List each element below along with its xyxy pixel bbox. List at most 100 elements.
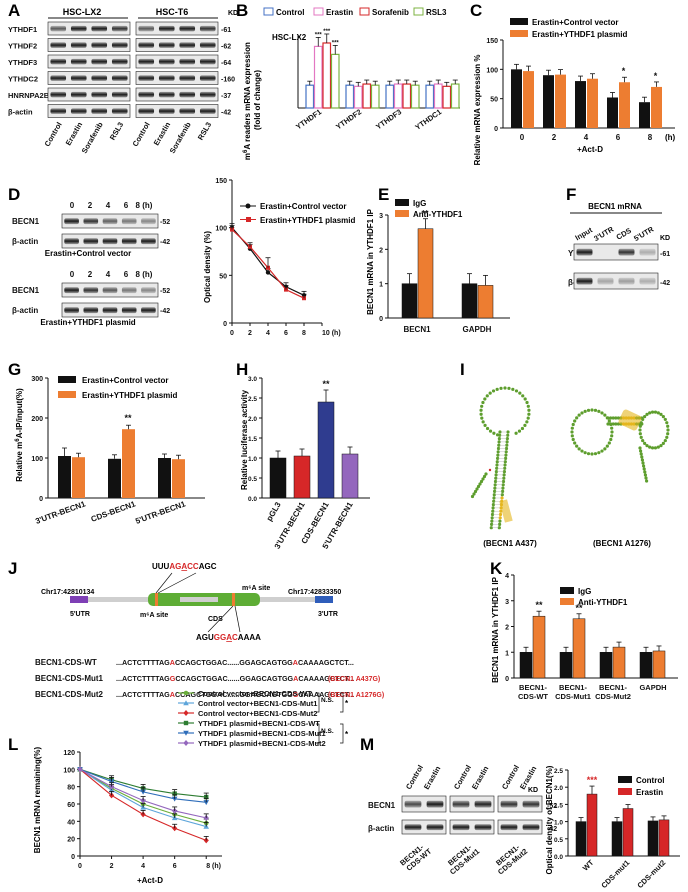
panel-letter-b: B bbox=[236, 1, 248, 20]
chart-l-ylabel: BECN1 mRNA remaining(%) bbox=[33, 746, 42, 853]
blot-a-t6-row1-band-2 bbox=[158, 25, 175, 32]
panel-j: Chr17:42810134 Chr17:42833350 UUUAGACCAG… bbox=[35, 562, 384, 699]
rna1-stem-left-nt-9 bbox=[495, 460, 499, 464]
chart-l-plot: 0 20 40 60 80 100 120 0 2 4 6 8 (h) bbox=[63, 750, 221, 870]
sig-erastin: *** bbox=[315, 32, 323, 38]
chart-d-xtick-label-5: 10 (h) bbox=[322, 330, 341, 337]
blot-m-actin-g3-band-2 bbox=[522, 824, 540, 831]
row-label-actin-2: β-actin bbox=[12, 306, 38, 315]
rna1-loop-nt-1 bbox=[492, 431, 496, 435]
bar-g-3-utr-becn1-erastin-ythdf1-plasmid bbox=[72, 457, 85, 498]
chart-e-ytick-label-1: 1 bbox=[379, 282, 383, 289]
seq-part-1-4: CAAAAGCTCT... bbox=[298, 658, 354, 667]
blot-m-actin-g2-band-1 bbox=[452, 824, 470, 831]
xtick-label-ythdf2: YTHDF2 bbox=[334, 107, 363, 131]
bar-ythdf3-rsl3 bbox=[410, 84, 420, 109]
blot-a-t6-row2-band-4 bbox=[199, 42, 216, 48]
chart-k-ylabel: BECN1 mRNA in YTHDF1 IP bbox=[491, 576, 500, 682]
chart-m-ytick-label-1-5: 1.5 bbox=[554, 802, 563, 809]
rna2-loop-a-nt-6 bbox=[600, 449, 604, 453]
blot-a: YTHDF1 -61 YTHDF2 -62 YTHDF3 -64 YTHDC2 -160 HNR… bbox=[8, 17, 235, 155]
sig-6h: * bbox=[622, 66, 626, 76]
time-label-1-4: 4 bbox=[106, 201, 111, 210]
rna2-loop-b-nt-26 bbox=[661, 415, 665, 419]
rna1-side-nt-5 bbox=[476, 484, 481, 489]
bar-g-cds-becn1-erastin-ythdf1-plasmid bbox=[122, 429, 135, 498]
group-label-lx2: HSC-LX2 bbox=[63, 7, 102, 17]
chart-l-xtick-label-0: 0 bbox=[78, 863, 82, 870]
xtick-label-g-cds-becn1: CDS-BECN1 bbox=[90, 499, 137, 524]
blot-d1-actin-band-4 bbox=[121, 238, 137, 245]
chart-h-ytick-label-1-5: 1.5 bbox=[248, 436, 257, 443]
bar-e-becn1-anti-ythdf1 bbox=[417, 228, 434, 319]
panel-letter-a: A bbox=[8, 1, 20, 20]
legend-label-sorafenib: Sorafenib bbox=[372, 8, 409, 17]
chart-m-ytick-label-0-5: 0.5 bbox=[554, 837, 563, 844]
legend-label-e-anti: Anti-YTHDF1 bbox=[413, 210, 463, 219]
time-label-2-2: 2 bbox=[88, 270, 93, 279]
legend-label-c-ythdf1: Erastin+YTHDF1 plasmid bbox=[532, 30, 627, 39]
rna2-stem-bot-nt-1 bbox=[609, 422, 613, 426]
seq-part-1-3: A bbox=[293, 658, 298, 667]
bar-0h-erastin-ythdf1-plasmid bbox=[523, 71, 534, 128]
rna2-loop-b-nt-0 bbox=[666, 428, 670, 432]
xtick-label-8h: 8 bbox=[648, 133, 653, 142]
rna2-stem-top-nt-2 bbox=[611, 416, 615, 420]
sig-g-cds-becn1: ** bbox=[124, 413, 132, 423]
blot-m-becn1-g1-band-1 bbox=[404, 800, 422, 808]
seq-name-becn1-cds-wt: BECN1-CDS-WT bbox=[35, 658, 97, 667]
rna1-stem-left-nt-29 bbox=[489, 526, 493, 530]
rna2-tail-nt-7 bbox=[642, 467, 646, 471]
rna1-stem-right-nt-25 bbox=[498, 512, 503, 517]
chart-l-ytick-label-0: 0 bbox=[71, 854, 75, 861]
blot-f-ythdf1-band-1 bbox=[576, 248, 593, 256]
chart-h-ytick-label-3-0: 3.0 bbox=[248, 376, 257, 383]
panel-k: IgG Anti-YTHDF1 BECN1 mRNA in YTHDF1 IP … bbox=[491, 573, 678, 701]
bar-k-becn1-cds-wt-anti-ythdf1 bbox=[532, 615, 546, 679]
blot-f-ythdf1-frame bbox=[573, 243, 659, 261]
chart-g-ytick-label-300: 300 bbox=[31, 376, 43, 383]
rna2-loop-a-nt-18 bbox=[570, 430, 574, 434]
time-label-2-0: 0 bbox=[70, 270, 75, 279]
bar-k-becn1-cds-mut1-igg bbox=[559, 652, 573, 679]
blot-f-ythdf1-band-3 bbox=[618, 248, 635, 256]
rna1-loop-nt-26 bbox=[527, 408, 531, 412]
rna2-loop-b-nt-21 bbox=[648, 411, 652, 415]
blot-a-lx2-row1-band-4 bbox=[111, 25, 128, 32]
rna1-loop-nt-2 bbox=[488, 429, 493, 433]
legend-marker-l-5 bbox=[183, 730, 189, 736]
row-label-actin-1: β-actin bbox=[12, 237, 38, 246]
rna2-loop-a-nt-9 bbox=[590, 452, 594, 456]
bar-h-3-utr-becn1 bbox=[293, 455, 311, 499]
rna1-stem-left-nt-6 bbox=[496, 450, 500, 454]
lane-label-control-5: Control bbox=[131, 121, 152, 149]
row-label-m-becn1: BECN1 bbox=[368, 801, 396, 810]
legend-label-l-4: YTHDF1 plasmid+BECN1-CDS-WT bbox=[198, 719, 320, 728]
rna1-stem-left-nt-7 bbox=[496, 453, 500, 457]
legend-swatch-g-control bbox=[58, 376, 76, 383]
blot-d1-actin-band-2 bbox=[83, 238, 99, 245]
rna2-loop-a-nt-24 bbox=[580, 411, 584, 415]
chart-d-plot: 0 50 100 150 0 2 4 6 8 10 (h) bbox=[215, 178, 340, 337]
chart-c-ylabel: Relative mRNA expression % bbox=[473, 55, 482, 166]
row-label-ythdf2: YTHDF2 bbox=[8, 42, 37, 51]
seq-part-1-0: ...ACTCTTTTAG bbox=[116, 658, 170, 667]
legend-marker-l-2 bbox=[183, 700, 189, 706]
bar-ythdf1-sorafenib bbox=[322, 42, 332, 109]
rna1-side-nt-4 bbox=[478, 482, 482, 486]
blot-m-actin-g3-band-1 bbox=[500, 824, 518, 831]
rna1-stem-left-nt-0 bbox=[498, 430, 502, 434]
blot-d1-actin-band-3 bbox=[102, 238, 118, 245]
rna1-side-nt-2 bbox=[481, 477, 485, 481]
rna2-tail-nt-1 bbox=[639, 449, 643, 453]
blot-a-lx2-row1-band-3 bbox=[91, 25, 108, 32]
kd-marker-61: -61 bbox=[221, 27, 231, 34]
blot-a-t6-row2-band-3 bbox=[179, 42, 196, 48]
rna2-loop-b-nt-7 bbox=[653, 446, 658, 450]
rna2-loop-b-nt-29 bbox=[666, 424, 670, 428]
rna1-stem-right-nt-20 bbox=[500, 496, 504, 500]
bracket-ns-1 bbox=[316, 692, 320, 713]
rna-structure-a437 bbox=[470, 386, 531, 530]
